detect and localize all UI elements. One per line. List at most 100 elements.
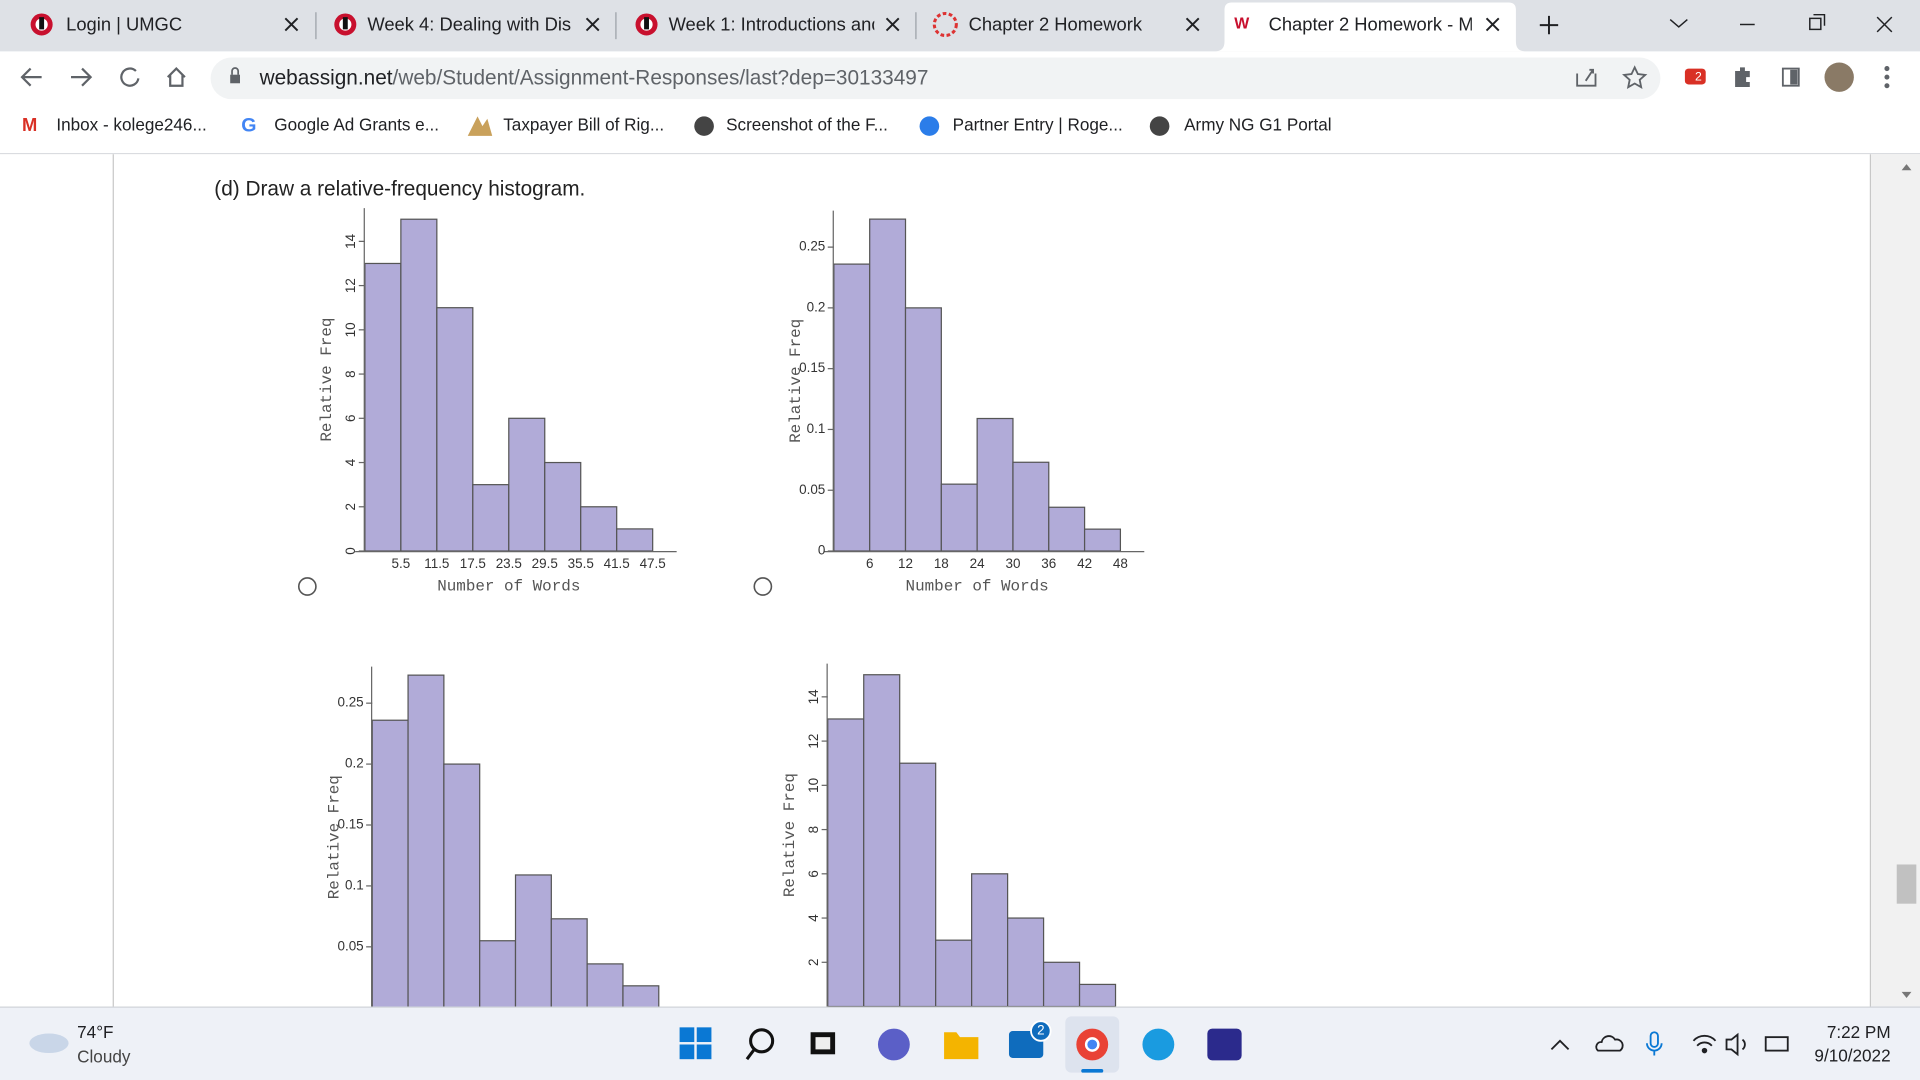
bar (1048, 506, 1086, 552)
tab-title[interactable]: Week 4: Dealing with Distr (367, 14, 582, 35)
bar (371, 719, 409, 1007)
y-tick-label: 10 (806, 778, 821, 793)
y-tick-label: 0.1 (345, 877, 364, 892)
profile-avatar[interactable] (1824, 62, 1854, 92)
x-tick-label: 18 (934, 556, 949, 571)
bar (514, 874, 552, 1007)
lock-icon (231, 67, 240, 75)
y-tick-label: 12 (343, 278, 358, 293)
extension-icon[interactable] (1684, 68, 1706, 85)
bookmark[interactable]: Taxpayer Bill of Rig... (503, 115, 664, 135)
x-tick-label: 48 (1113, 556, 1128, 571)
bar (976, 417, 1014, 552)
x-axis-title: Number of Words (906, 578, 1049, 596)
x-tick-label: 6 (866, 556, 873, 571)
bar (407, 674, 445, 1007)
question: (d) Draw a relative-frequency histogram. (214, 177, 585, 200)
window-controls[interactable] (1669, 13, 1893, 33)
histogram: 0.05 0.1 0.15 0.2 0.25 Relative Freq (325, 666, 660, 1007)
bar (869, 218, 907, 552)
x-tick-label: 24 (970, 556, 985, 571)
active-tab[interactable] (1214, 2, 1526, 52)
y-axis-title: Relative Freq (318, 318, 336, 442)
y-tick-label: 4 (343, 458, 358, 466)
clock-date[interactable]: 9/10/2022 (1814, 1045, 1890, 1065)
bookmark[interactable]: Google Ad Grants e... (274, 115, 439, 135)
bar (479, 940, 517, 1007)
address-bar[interactable] (210, 57, 1661, 100)
bar (472, 484, 510, 552)
y-tick-label: 4 (806, 914, 821, 922)
lock-icon (230, 74, 240, 84)
x-axis-title: Number of Words (437, 578, 580, 596)
weather-desc[interactable]: Cloudy (77, 1046, 131, 1066)
x-tick-label: 17.5 (460, 556, 486, 571)
bar (1078, 983, 1117, 1007)
bar (971, 873, 1009, 1007)
y-tick-label: 2 (806, 959, 821, 966)
y-tick-label: 14 (343, 233, 358, 248)
tab-title[interactable]: Chapter 2 Homework - M (1269, 14, 1474, 35)
x-tick-label: 5.5 (392, 556, 411, 571)
system-tray[interactable] (1550, 1031, 1789, 1057)
x-tick-label: 12 (898, 556, 913, 571)
radio-button[interactable] (297, 577, 317, 596)
bar (833, 263, 871, 552)
bookmark[interactable]: Screenshot of the F... (726, 115, 888, 135)
y-tick-label: 6 (343, 415, 358, 422)
x-tick-label: 23.5 (496, 556, 522, 571)
bar (586, 963, 624, 1007)
toolbar-icons[interactable] (1576, 65, 1890, 89)
bar (940, 483, 978, 552)
y-tick-label: 0.1 (807, 421, 826, 436)
tab-title[interactable]: Week 1: Introductions and (669, 14, 882, 35)
bar (616, 528, 654, 552)
histogram: 0 2 4 6 8 10 12 14 5.5 11.5 17.5 23.5 29.5 35.5 41.5 47… (318, 208, 677, 596)
scrollbar-thumb[interactable] (1896, 864, 1917, 904)
y-tick-label: 0.25 (337, 695, 363, 710)
clock-time[interactable]: 7:22 PM (1827, 1022, 1891, 1042)
x-tick-label: 47.5 (640, 556, 666, 571)
tab-close-buttons[interactable] (284, 15, 1559, 35)
bookmark[interactable]: Inbox - kolege246... (56, 115, 206, 135)
y-tick-label: 0.2 (807, 299, 826, 314)
tab-title[interactable]: Chapter 2 Homework (969, 14, 1143, 35)
url[interactable]: webassign.net/web/Student/Assignment-Res… (259, 66, 929, 89)
x-tick-label: 42 (1077, 556, 1092, 571)
y-tick-label: 0.2 (345, 756, 364, 771)
bookmark[interactable]: Army NG G1 Portal (1184, 115, 1332, 135)
bar (863, 674, 901, 1007)
x-tick-label: 29.5 (532, 556, 558, 571)
taskbar-apps[interactable] (679, 1016, 1242, 1073)
x-tick-label: 11.5 (424, 556, 449, 571)
url-host: webassign.net (259, 66, 393, 89)
y-tick-label: 0.25 (799, 239, 825, 254)
bar (904, 307, 942, 552)
bar (1083, 528, 1122, 552)
tab-title[interactable]: Login | UMGC (66, 14, 182, 35)
bookmark[interactable]: Partner Entry | Roge... (953, 115, 1123, 135)
histogram: 0 0.05 0.1 0.15 0.2 0.25 6 12 18 24 30 36 42 48 Relati… (787, 210, 1145, 596)
bar (899, 762, 937, 1007)
y-axis-title: Relative Freq (787, 319, 805, 443)
svg-text:W: W (1234, 16, 1249, 33)
y-tick-label: 0 (343, 547, 358, 554)
y-tick-label: 8 (343, 370, 358, 377)
weather-temp[interactable]: 74°F (77, 1022, 113, 1042)
y-tick-label: 0.05 (337, 938, 363, 953)
nav-buttons[interactable] (20, 67, 186, 87)
mail-badge: 2 (1037, 1023, 1044, 1038)
y-tick-label: 0.15 (799, 360, 825, 375)
x-tick-label: 41.5 (604, 556, 630, 571)
bar (1007, 917, 1045, 1007)
y-tick-label: 0.15 (337, 817, 363, 832)
radio-button[interactable] (753, 577, 773, 596)
svg-text:M: M (22, 114, 37, 135)
y-tick-label: 12 (806, 734, 821, 749)
bar (400, 218, 438, 552)
extensions-icon[interactable] (1735, 67, 1750, 87)
bar (364, 262, 402, 552)
